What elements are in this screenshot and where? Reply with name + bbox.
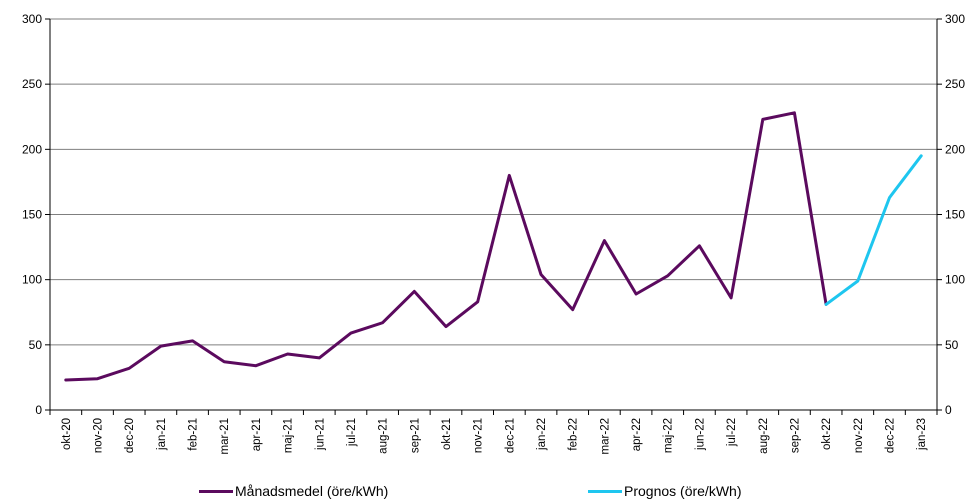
y-tick-label-right: 150 — [945, 208, 965, 222]
x-tick-label: nov-22 — [853, 418, 865, 453]
x-tick-label: okt-22 — [821, 418, 833, 450]
x-tick-label: maj-21 — [283, 418, 295, 453]
x-tick-label: feb-22 — [568, 418, 580, 451]
x-tick-label: jun-21 — [314, 418, 326, 451]
y-tick-label-left: 250 — [22, 77, 42, 91]
y-tick-label-left: 150 — [22, 208, 42, 222]
x-tick-label: jan-23 — [916, 418, 928, 451]
x-tick-label: jul-21 — [346, 418, 358, 447]
x-tick-label: maj-22 — [663, 418, 675, 453]
x-tick-label: aug-22 — [758, 418, 770, 454]
y-tick-label-right: 50 — [945, 338, 959, 352]
series-line-0 — [64, 111, 828, 382]
legend-label-prognos: Prognos (öre/kWh) — [624, 483, 742, 499]
y-tick-label-left: 200 — [22, 142, 42, 156]
y-tick-label-right: 200 — [945, 142, 965, 156]
x-tick-label: dec-20 — [124, 418, 136, 453]
x-tick-label: dec-22 — [884, 418, 896, 453]
y-tick-label-right: 250 — [945, 77, 965, 91]
x-tick-label: mar-21 — [219, 418, 231, 454]
y-axis-right-ticks: 0 50 100 150 200 250 300 — [937, 12, 965, 417]
x-tick-label: aug-21 — [378, 418, 390, 454]
y-tick-label-left: 0 — [35, 403, 42, 417]
x-axis-ticks: okt-20 nov-20 dec-20 jan-21 feb-21 mar-21 apr-… — [49, 410, 938, 454]
x-tick-label: okt-21 — [441, 418, 453, 450]
x-tick-label: apr-22 — [631, 418, 643, 451]
y-tick-label-right: 0 — [945, 403, 952, 417]
y-tick-label-right: 100 — [945, 273, 965, 287]
x-tick-label: okt-20 — [61, 418, 73, 450]
series-line-1 — [824, 154, 923, 306]
y-tick-label-left: 300 — [22, 12, 42, 26]
line-chart: 0 50 100 150 200 250 300 0 50 100 150 200 250 300 ok… — [22, 12, 965, 454]
x-tick-label: mar-22 — [599, 418, 611, 454]
legend-swatch-prognos — [588, 489, 622, 493]
x-tick-label: feb-21 — [188, 418, 200, 451]
legend-swatch-manadsmedel — [199, 489, 233, 493]
legend-item-prognos: Prognos (öre/kWh) — [588, 481, 741, 501]
x-tick-label: dec-21 — [504, 418, 516, 453]
gridlines — [50, 18, 937, 346]
y-tick-label-left: 50 — [29, 338, 43, 352]
legend-item-manadsmedel: Månadsmedel (öre/kWh) — [199, 481, 388, 501]
x-tick-label: nov-20 — [93, 418, 105, 453]
x-tick-label: jan-21 — [156, 418, 168, 451]
series-lines — [64, 111, 923, 382]
y-axis-left-ticks: 0 50 100 150 200 250 300 — [22, 12, 50, 417]
x-tick-label: sep-22 — [789, 418, 801, 453]
y-tick-label-left: 100 — [22, 273, 42, 287]
x-tick-label: nov-21 — [473, 418, 485, 453]
y-tick-label-right: 300 — [945, 12, 965, 26]
legend-label-manadsmedel: Månadsmedel (öre/kWh) — [235, 483, 389, 499]
x-tick-label: jul-22 — [726, 418, 738, 447]
x-tick-label: apr-21 — [251, 418, 263, 451]
x-tick-label: jun-22 — [694, 418, 706, 451]
x-tick-label: jan-22 — [536, 418, 548, 451]
x-tick-label: sep-21 — [409, 418, 421, 453]
